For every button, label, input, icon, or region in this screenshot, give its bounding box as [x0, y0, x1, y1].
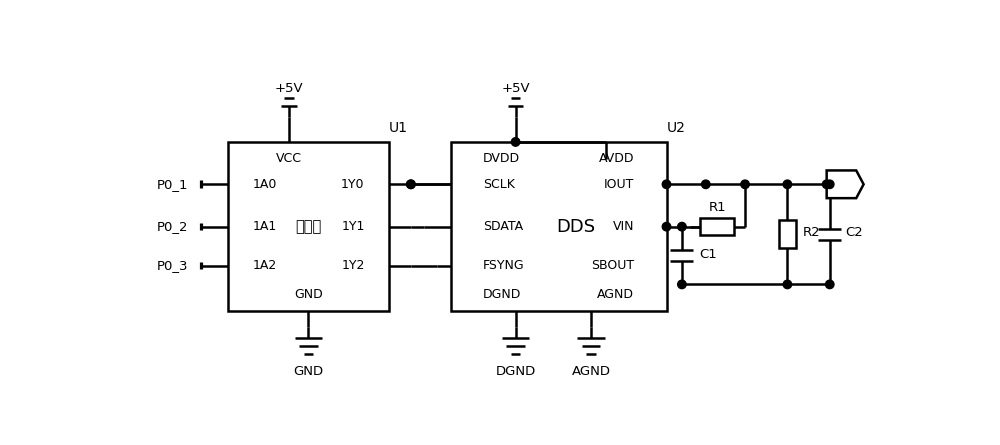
- Text: IOUT: IOUT: [604, 178, 634, 191]
- Bar: [228, 142, 389, 312]
- Text: C2: C2: [845, 227, 863, 239]
- Text: GND: GND: [294, 288, 323, 301]
- Text: AGND: AGND: [597, 288, 634, 301]
- Circle shape: [741, 180, 749, 189]
- Text: P0_2: P0_2: [156, 220, 188, 233]
- Text: DDS: DDS: [556, 218, 596, 236]
- Circle shape: [678, 280, 686, 289]
- Text: 缓冲器: 缓冲器: [295, 219, 322, 234]
- Circle shape: [826, 280, 834, 289]
- Text: R2: R2: [803, 227, 820, 239]
- Text: SDATA: SDATA: [483, 220, 523, 233]
- Text: 1Y1: 1Y1: [341, 220, 365, 233]
- Text: P0_3: P0_3: [156, 259, 188, 272]
- Text: DGND: DGND: [483, 288, 522, 301]
- Text: 1A2: 1A2: [252, 259, 276, 272]
- Circle shape: [511, 138, 520, 146]
- Text: 1A1: 1A1: [252, 220, 276, 233]
- Text: 1Y2: 1Y2: [341, 259, 365, 272]
- Circle shape: [407, 180, 415, 189]
- Text: 1Y0: 1Y0: [341, 178, 365, 191]
- Text: AVDD: AVDD: [599, 152, 634, 166]
- Circle shape: [783, 180, 792, 189]
- Text: SCLK: SCLK: [483, 178, 515, 191]
- Circle shape: [662, 222, 671, 231]
- Text: 1A0: 1A0: [252, 178, 277, 191]
- Text: C1: C1: [699, 248, 717, 261]
- Bar: [700, 218, 734, 235]
- Text: R1: R1: [709, 201, 726, 214]
- Text: FSYNG: FSYNG: [483, 259, 525, 272]
- Circle shape: [678, 222, 686, 231]
- Text: SBOUT: SBOUT: [591, 259, 634, 272]
- Text: U2: U2: [666, 121, 685, 135]
- Text: VCC: VCC: [276, 152, 302, 166]
- Bar: [779, 220, 796, 248]
- Circle shape: [822, 180, 831, 189]
- Text: +5V: +5V: [275, 81, 303, 94]
- Text: DVDD: DVDD: [483, 152, 520, 166]
- Polygon shape: [827, 170, 864, 198]
- Circle shape: [407, 180, 415, 189]
- Circle shape: [662, 180, 671, 189]
- Text: AGND: AGND: [572, 365, 611, 378]
- Text: P0_1: P0_1: [156, 178, 188, 191]
- Circle shape: [702, 180, 710, 189]
- Text: VIN: VIN: [613, 220, 634, 233]
- Circle shape: [826, 180, 834, 189]
- Text: +5V: +5V: [501, 81, 530, 94]
- Text: DGND: DGND: [495, 365, 536, 378]
- Text: GND: GND: [293, 365, 324, 378]
- Text: OUT1: OUT1: [824, 178, 861, 191]
- Bar: [451, 142, 666, 312]
- Circle shape: [783, 280, 792, 289]
- Text: U1: U1: [389, 121, 408, 135]
